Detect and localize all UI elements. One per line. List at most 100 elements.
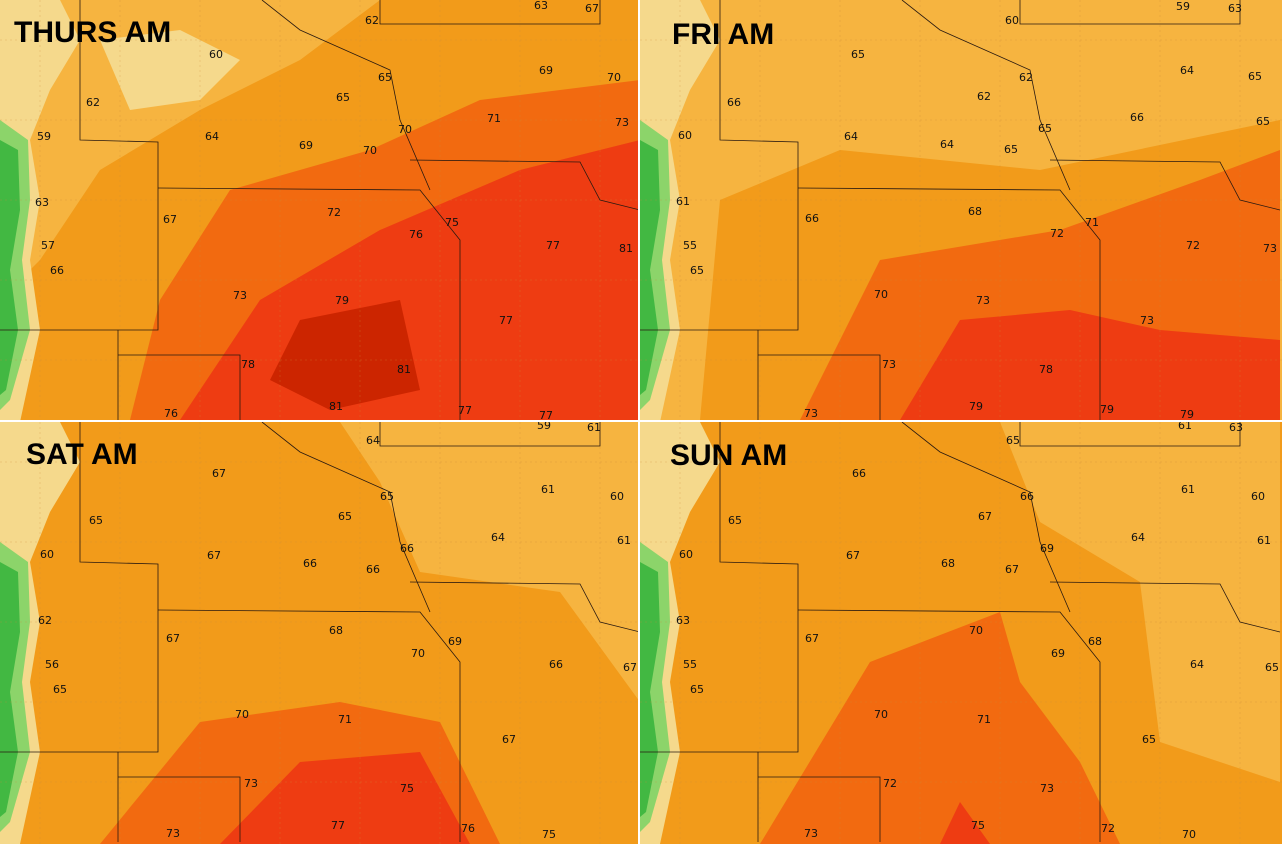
temperature-label: 66 bbox=[400, 542, 414, 555]
temperature-label: 79 bbox=[1180, 408, 1194, 421]
temperature-label: 65 bbox=[378, 71, 392, 84]
temperature-label: 67 bbox=[207, 549, 221, 562]
temperature-label: 67 bbox=[502, 733, 516, 746]
temperature-label: 62 bbox=[977, 90, 991, 103]
temperature-label: 65 bbox=[1142, 733, 1156, 746]
state-border bbox=[118, 776, 241, 842]
temperature-label: 70 bbox=[874, 288, 888, 301]
temperature-label: 76 bbox=[409, 228, 423, 241]
temperature-label: 81 bbox=[397, 363, 411, 376]
temperature-label: 70 bbox=[969, 624, 983, 637]
temperature-label: 65 bbox=[1248, 70, 1262, 83]
state-border bbox=[157, 609, 461, 842]
temperature-label: 64 bbox=[366, 434, 380, 447]
state-border bbox=[0, 422, 159, 753]
state-border bbox=[261, 0, 431, 191]
temperature-label: 73 bbox=[976, 294, 990, 307]
state-border bbox=[409, 159, 638, 210]
temperature-label: 73 bbox=[233, 289, 247, 302]
temperature-label: 64 bbox=[1180, 64, 1194, 77]
temperature-label: 65 bbox=[53, 683, 67, 696]
state-border bbox=[261, 422, 431, 613]
temperature-label: 72 bbox=[1050, 227, 1064, 240]
temperature-label: 67 bbox=[978, 510, 992, 523]
temperature-label: 68 bbox=[329, 624, 343, 637]
temperature-label: 69 bbox=[539, 64, 553, 77]
panel-title: THURS AM bbox=[14, 16, 171, 49]
temperature-label: 70 bbox=[235, 708, 249, 721]
temperature-label: 67 bbox=[1005, 563, 1019, 576]
temperature-label: 61 bbox=[676, 195, 690, 208]
temperature-label: 64 bbox=[1131, 531, 1145, 544]
state-border bbox=[758, 776, 881, 842]
temperature-label: 73 bbox=[1140, 314, 1154, 327]
temperature-label: 57 bbox=[41, 239, 55, 252]
state-border bbox=[1049, 159, 1281, 211]
temperature-label: 62 bbox=[86, 96, 100, 109]
temperature-label: 78 bbox=[1039, 363, 1053, 376]
temperature-label: 77 bbox=[458, 404, 472, 417]
map-panel: 64 59 61 67 65 61 60 65 65 64 61 60 67 66 66 66 62 67 68 69… bbox=[0, 422, 638, 844]
state-border bbox=[758, 354, 881, 420]
temperature-label: 68 bbox=[941, 557, 955, 570]
state-border bbox=[379, 0, 601, 25]
state-border bbox=[0, 0, 159, 331]
state-border bbox=[797, 187, 1101, 420]
temperature-label: 66 bbox=[727, 96, 741, 109]
temperature-label: 67 bbox=[163, 213, 177, 226]
temperature-label: 81 bbox=[619, 242, 633, 255]
state-border bbox=[797, 609, 1101, 842]
temperature-label: 79 bbox=[969, 400, 983, 413]
panel-title: SAT AM bbox=[26, 438, 138, 471]
map-panel: 60 59 63 65 62 64 65 66 62 66 65 60 64 65 64 65 61 66 68 71… bbox=[640, 0, 1282, 421]
temperature-label: 72 bbox=[1101, 822, 1115, 835]
temperature-label: 77 bbox=[331, 819, 345, 832]
temperature-label: 64 bbox=[940, 138, 954, 151]
panel-title: FRI AM bbox=[672, 18, 774, 51]
temperature-label: 72 bbox=[1186, 239, 1200, 252]
panel-title: SUN AM bbox=[670, 439, 787, 472]
temperature-label: 81 bbox=[329, 400, 343, 413]
temperature-label: 77 bbox=[539, 409, 553, 422]
temperature-label: 75 bbox=[971, 819, 985, 832]
temperature-label: 60 bbox=[679, 548, 693, 561]
temperature-label: 69 bbox=[1040, 542, 1054, 555]
state-border bbox=[157, 187, 461, 420]
terrain-zone bbox=[0, 140, 20, 395]
temperature-label: 65 bbox=[728, 514, 742, 527]
temperature-label: 75 bbox=[542, 828, 556, 841]
temperature-zone bbox=[900, 310, 1280, 420]
temperature-label: 60 bbox=[1251, 490, 1265, 503]
temperature-label: 66 bbox=[1020, 490, 1034, 503]
state-border bbox=[640, 422, 799, 753]
temperature-label: 71 bbox=[338, 713, 352, 726]
temperature-label: 72 bbox=[327, 206, 341, 219]
temperature-label: 66 bbox=[1130, 111, 1144, 124]
temperature-label: 63 bbox=[534, 0, 548, 12]
temperature-label: 63 bbox=[1228, 2, 1242, 15]
temperature-label: 66 bbox=[366, 563, 380, 576]
temperature-label: 60 bbox=[678, 129, 692, 142]
temperature-label: 69 bbox=[299, 139, 313, 152]
state-border bbox=[901, 0, 1071, 191]
state-border bbox=[1049, 581, 1281, 633]
temperature-label: 73 bbox=[882, 358, 896, 371]
temperature-label: 65 bbox=[89, 514, 103, 527]
temperature-label: 77 bbox=[546, 239, 560, 252]
temperature-label: 71 bbox=[487, 112, 501, 125]
temperature-label: 61 bbox=[1178, 419, 1192, 432]
state-border bbox=[379, 422, 601, 447]
temperature-label: 65 bbox=[1256, 115, 1270, 128]
terrain-zone bbox=[640, 140, 660, 395]
temperature-label: 59 bbox=[37, 130, 51, 143]
temperature-label: 60 bbox=[209, 48, 223, 61]
temperature-label: 65 bbox=[1265, 661, 1279, 674]
temperature-label: 61 bbox=[1181, 483, 1195, 496]
temperature-label: 62 bbox=[1019, 71, 1033, 84]
temperature-label: 76 bbox=[461, 822, 475, 835]
temperature-label: 73 bbox=[244, 777, 258, 790]
temperature-label: 68 bbox=[968, 205, 982, 218]
temperature-label: 72 bbox=[883, 777, 897, 790]
temperature-label: 63 bbox=[35, 196, 49, 209]
temperature-label: 70 bbox=[411, 647, 425, 660]
